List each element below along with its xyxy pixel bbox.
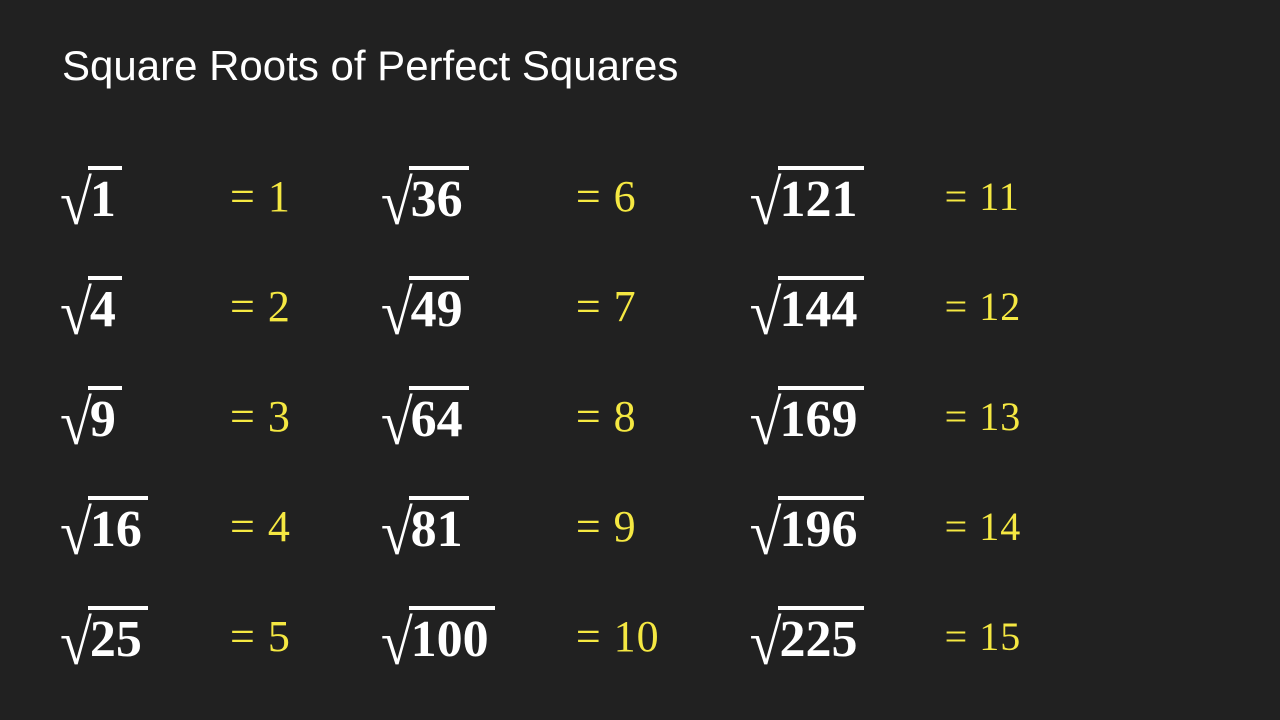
radical-expr: √ 81 bbox=[381, 496, 556, 556]
answer: = 6 bbox=[576, 171, 637, 222]
radical-icon: √ bbox=[60, 611, 92, 675]
answer: = 14 bbox=[945, 503, 1022, 550]
radical-expr: √ 144 bbox=[750, 276, 935, 336]
radicand: 1 bbox=[88, 166, 122, 226]
radicand: 9 bbox=[88, 386, 122, 446]
column-3: √ 121 = 11 √ 144 = 12 √ 169 = 13 √ 196 = bbox=[750, 155, 1022, 677]
answer: = 15 bbox=[945, 613, 1022, 660]
radicand: 121 bbox=[778, 166, 864, 226]
radical-icon: √ bbox=[750, 171, 782, 235]
answer: = 12 bbox=[945, 283, 1022, 330]
answer: = 5 bbox=[230, 611, 291, 662]
radical-expr: √ 196 bbox=[750, 496, 935, 556]
answer: = 3 bbox=[230, 391, 291, 442]
radicand: 4 bbox=[88, 276, 122, 336]
radicand: 49 bbox=[409, 276, 469, 336]
radical-icon: √ bbox=[750, 611, 782, 675]
radical-expr: √ 169 bbox=[750, 386, 935, 446]
sqrt-entry: √ 1 = 1 bbox=[60, 155, 291, 237]
sqrt-entry: √ 144 = 12 bbox=[750, 265, 1022, 347]
radical-expr: √ 9 bbox=[60, 386, 210, 446]
radicand: 225 bbox=[778, 606, 864, 666]
sqrt-entry: √ 4 = 2 bbox=[60, 265, 291, 347]
radical-expr: √ 225 bbox=[750, 606, 935, 666]
sqrt-entry: √ 225 = 15 bbox=[750, 595, 1022, 677]
sqrt-entry: √ 64 = 8 bbox=[381, 375, 660, 457]
radical-icon: √ bbox=[750, 281, 782, 345]
radical-expr: √ 64 bbox=[381, 386, 556, 446]
column-1: √ 1 = 1 √ 4 = 2 √ 9 = 3 √ 16 = 4 bbox=[60, 155, 291, 677]
radicand: 196 bbox=[778, 496, 864, 556]
radical-icon: √ bbox=[381, 281, 413, 345]
radical-icon: √ bbox=[60, 171, 92, 235]
radical-icon: √ bbox=[60, 281, 92, 345]
sqrt-entry: √ 100 = 10 bbox=[381, 595, 660, 677]
columns-container: √ 1 = 1 √ 4 = 2 √ 9 = 3 √ 16 = 4 bbox=[60, 155, 1021, 677]
radicand: 81 bbox=[409, 496, 469, 556]
sqrt-entry: √ 121 = 11 bbox=[750, 155, 1022, 237]
answer: = 2 bbox=[230, 281, 291, 332]
radical-expr: √ 100 bbox=[381, 606, 556, 666]
radical-icon: √ bbox=[381, 611, 413, 675]
sqrt-entry: √ 9 = 3 bbox=[60, 375, 291, 457]
sqrt-entry: √ 81 = 9 bbox=[381, 485, 660, 567]
radicand: 25 bbox=[88, 606, 148, 666]
radical-icon: √ bbox=[750, 501, 782, 565]
answer: = 13 bbox=[945, 393, 1022, 440]
sqrt-entry: √ 16 = 4 bbox=[60, 485, 291, 567]
answer: = 1 bbox=[230, 171, 291, 222]
radical-icon: √ bbox=[60, 501, 92, 565]
sqrt-entry: √ 36 = 6 bbox=[381, 155, 660, 237]
radicand: 16 bbox=[88, 496, 148, 556]
radicand: 169 bbox=[778, 386, 864, 446]
radical-expr: √ 49 bbox=[381, 276, 556, 336]
answer: = 9 bbox=[576, 501, 637, 552]
radical-expr: √ 4 bbox=[60, 276, 210, 336]
radical-expr: √ 36 bbox=[381, 166, 556, 226]
sqrt-entry: √ 196 = 14 bbox=[750, 485, 1022, 567]
radical-expr: √ 16 bbox=[60, 496, 210, 556]
radical-expr: √ 121 bbox=[750, 166, 935, 226]
column-2: √ 36 = 6 √ 49 = 7 √ 64 = 8 √ 81 = 9 bbox=[381, 155, 660, 677]
radical-icon: √ bbox=[60, 391, 92, 455]
radical-icon: √ bbox=[381, 501, 413, 565]
answer: = 8 bbox=[576, 391, 637, 442]
answer: = 7 bbox=[576, 281, 637, 332]
radical-expr: √ 25 bbox=[60, 606, 210, 666]
radicand: 144 bbox=[778, 276, 864, 336]
sqrt-entry: √ 25 = 5 bbox=[60, 595, 291, 677]
radical-icon: √ bbox=[750, 391, 782, 455]
radicand: 64 bbox=[409, 386, 469, 446]
radical-icon: √ bbox=[381, 171, 413, 235]
answer: = 10 bbox=[576, 611, 660, 662]
radical-expr: √ 1 bbox=[60, 166, 210, 226]
page-title: Square Roots of Perfect Squares bbox=[62, 42, 678, 90]
radicand: 36 bbox=[409, 166, 469, 226]
sqrt-entry: √ 49 = 7 bbox=[381, 265, 660, 347]
sqrt-entry: √ 169 = 13 bbox=[750, 375, 1022, 457]
radical-icon: √ bbox=[381, 391, 413, 455]
answer: = 11 bbox=[945, 173, 1020, 220]
answer: = 4 bbox=[230, 501, 291, 552]
radicand: 100 bbox=[409, 606, 495, 666]
